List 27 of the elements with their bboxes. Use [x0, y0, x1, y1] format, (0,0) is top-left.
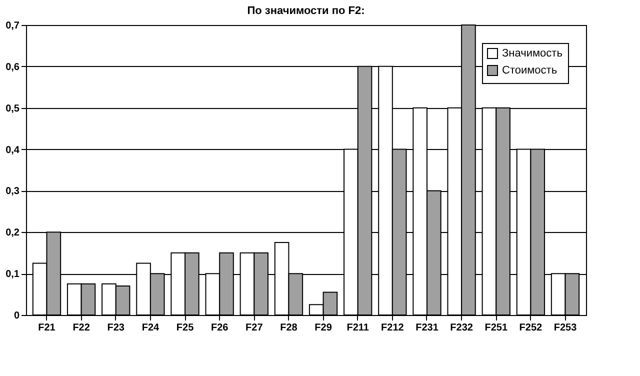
x-tick-label: F212: [381, 322, 404, 334]
x-tick-label: F28: [280, 322, 298, 334]
legend-label: Стоимость: [502, 64, 558, 76]
chart-title: По значимости по F2:: [247, 5, 365, 17]
x-tick-label: F24: [142, 322, 160, 334]
y-tick-label: 0,1: [6, 269, 20, 280]
x-tick-label: F211: [346, 322, 370, 334]
x-tick-label: F21: [38, 322, 56, 334]
y-tick-label: 0,6: [6, 62, 20, 73]
y-tick-label: 0,3: [6, 186, 20, 198]
y-tick-label: 0,4: [6, 144, 20, 156]
x-tick-label: F26: [210, 322, 229, 334]
y-tick-label: 0: [14, 310, 20, 322]
x-tick-label: F27: [246, 322, 264, 334]
legend-label: Значимость: [502, 48, 563, 60]
x-tick-label: F252: [519, 322, 543, 334]
x-tick-label: F29: [314, 322, 332, 334]
x-tick-label: F22: [72, 322, 90, 334]
x-tick-label: F23: [107, 322, 125, 334]
y-tick-label: 0,2: [6, 228, 20, 239]
x-tick-label: F253: [554, 322, 578, 334]
y-tick-label: 0,7: [6, 20, 20, 32]
x-tick-label: F231: [416, 322, 439, 334]
x-tick-label: F251: [484, 322, 508, 334]
x-tick-label: F232: [450, 322, 474, 334]
y-tick-label: 0,5: [6, 103, 20, 114]
x-tick-label: F25: [176, 322, 194, 334]
